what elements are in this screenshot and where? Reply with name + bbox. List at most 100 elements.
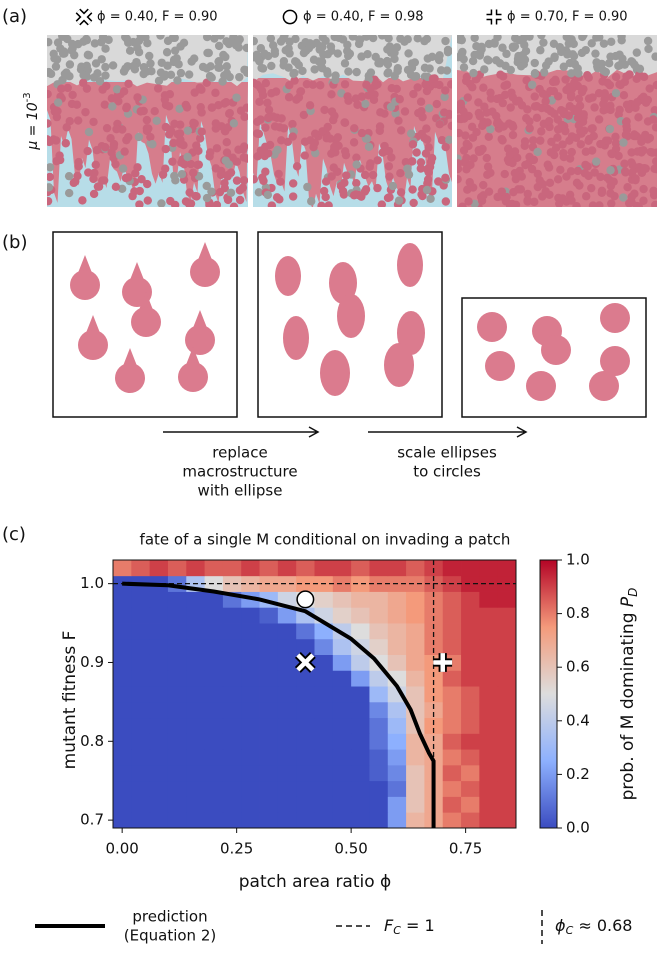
heatmap-cell bbox=[479, 592, 498, 608]
heatmap-cell bbox=[205, 733, 224, 749]
heatmap-cell bbox=[351, 560, 370, 576]
cell bbox=[89, 118, 97, 126]
heatmap-cell bbox=[296, 812, 315, 828]
ellipse bbox=[384, 343, 414, 387]
cell bbox=[565, 83, 573, 91]
heatmap-cell bbox=[278, 702, 297, 718]
cell bbox=[237, 107, 245, 115]
cell bbox=[557, 106, 565, 114]
cell bbox=[397, 126, 405, 134]
cell bbox=[320, 106, 328, 114]
cell bbox=[62, 139, 70, 147]
cell bbox=[301, 138, 309, 146]
cell bbox=[73, 172, 81, 180]
cell bbox=[126, 47, 134, 55]
heatmap-cell bbox=[333, 812, 352, 828]
heatmap-cell bbox=[315, 765, 334, 781]
cell bbox=[378, 200, 386, 208]
heatmap-cell bbox=[113, 686, 132, 702]
heatmap-cell bbox=[186, 655, 205, 671]
cell bbox=[268, 201, 276, 209]
cell bbox=[460, 146, 468, 154]
heatmap-cell bbox=[168, 639, 187, 655]
heatmap-cell bbox=[388, 639, 407, 655]
cell bbox=[592, 157, 600, 165]
heatmap-cell bbox=[241, 686, 260, 702]
colorbar-tick-label: 0.6 bbox=[566, 658, 590, 676]
cell bbox=[380, 142, 388, 150]
heatmap-cell bbox=[278, 686, 297, 702]
x-tick-label: 0.25 bbox=[220, 840, 253, 858]
heatmap-cell bbox=[241, 749, 260, 765]
cell bbox=[90, 190, 98, 198]
cell bbox=[318, 43, 326, 51]
heatmap-cell bbox=[369, 749, 388, 765]
cell bbox=[424, 175, 432, 183]
heatmap-cell bbox=[205, 655, 224, 671]
heatmap-cell bbox=[351, 592, 370, 608]
cell bbox=[366, 163, 374, 171]
heatmap-cell bbox=[406, 623, 425, 639]
cell bbox=[230, 202, 238, 210]
cell bbox=[330, 112, 338, 120]
heatmap-cell bbox=[443, 670, 462, 686]
cell bbox=[546, 179, 554, 187]
cell bbox=[203, 33, 211, 41]
cell bbox=[557, 48, 565, 56]
cell bbox=[79, 79, 87, 87]
cell bbox=[417, 158, 425, 166]
cell bbox=[547, 138, 555, 146]
heatmap-cell bbox=[168, 686, 187, 702]
cell bbox=[307, 197, 315, 205]
cell bbox=[156, 31, 164, 39]
heatmap-cell bbox=[498, 670, 517, 686]
cell bbox=[239, 184, 247, 192]
cell bbox=[612, 89, 620, 97]
cell bbox=[390, 49, 398, 57]
heatmap-cell bbox=[168, 781, 187, 797]
heatmap-cell bbox=[150, 702, 169, 718]
cell bbox=[433, 100, 441, 108]
cell bbox=[522, 47, 530, 55]
heatmap-cell bbox=[369, 560, 388, 576]
cell bbox=[574, 107, 582, 115]
cell bbox=[66, 60, 74, 68]
cell bbox=[43, 90, 51, 98]
heatmap-cell bbox=[223, 765, 242, 781]
heatmap-cell bbox=[296, 639, 315, 655]
cell bbox=[344, 97, 352, 105]
heatmap-cell bbox=[131, 592, 150, 608]
heatmap-cell bbox=[479, 639, 498, 655]
ellipse bbox=[337, 294, 365, 338]
cell bbox=[412, 148, 420, 156]
cell bbox=[623, 101, 631, 109]
heatmap-cell bbox=[205, 765, 224, 781]
heatmap-cell bbox=[205, 718, 224, 734]
cell bbox=[606, 125, 614, 133]
cell bbox=[170, 172, 178, 180]
cell bbox=[357, 52, 365, 60]
cell bbox=[611, 133, 619, 141]
cell bbox=[316, 81, 324, 89]
cell bbox=[483, 154, 491, 162]
heatmap-cell bbox=[186, 796, 205, 812]
heatmap-cell bbox=[168, 670, 187, 686]
heatmap-cell bbox=[131, 812, 150, 828]
cell bbox=[612, 73, 620, 81]
figure: (a)(b)(c)ϕ = 0.40, F = 0.90ϕ = 0.40, F =… bbox=[0, 0, 659, 952]
heatmap-cell bbox=[479, 702, 498, 718]
cell bbox=[171, 34, 179, 42]
heatmap-cell bbox=[388, 749, 407, 765]
cell bbox=[587, 125, 595, 133]
cell bbox=[570, 40, 578, 48]
heatmap-cell bbox=[168, 560, 187, 576]
cell bbox=[159, 170, 167, 178]
heatmap-cell bbox=[113, 702, 132, 718]
cell bbox=[495, 120, 503, 128]
cell bbox=[556, 166, 564, 174]
marker-cross bbox=[298, 655, 313, 670]
heatmap-cell bbox=[186, 670, 205, 686]
cell bbox=[448, 122, 456, 130]
heatmap-cell bbox=[260, 686, 279, 702]
cell bbox=[53, 55, 61, 63]
